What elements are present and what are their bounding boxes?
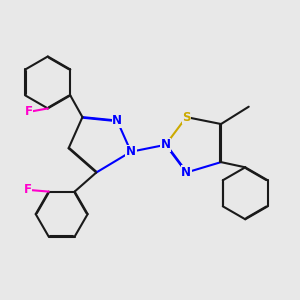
Text: N: N [112,114,122,127]
Text: S: S [182,111,190,124]
Text: N: N [160,138,171,151]
Text: N: N [126,145,136,158]
Text: F: F [24,183,32,196]
Text: F: F [25,105,33,119]
Text: N: N [182,166,191,179]
